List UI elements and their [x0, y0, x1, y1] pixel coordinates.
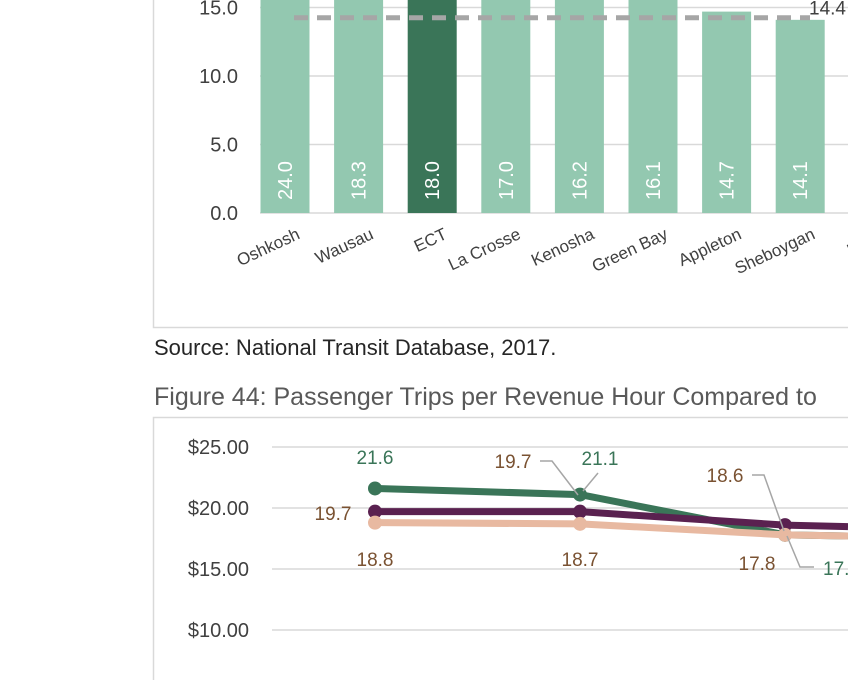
- leader-line: [752, 474, 785, 532]
- series-point: [778, 518, 792, 533]
- bar-value-label: 16.1: [643, 161, 665, 200]
- bar-value-label: 14.7: [717, 161, 739, 200]
- reference-line-label: 14.4: [809, 0, 846, 20]
- series-point: [368, 515, 382, 530]
- line-y-tick-label: $10.00: [188, 620, 249, 642]
- data-label: 19.7: [315, 504, 352, 525]
- bar-category-label: Wausau: [312, 224, 376, 267]
- line-y-tick-label: $25.00: [188, 437, 249, 459]
- bar-category-label: Green Bay: [589, 224, 671, 276]
- bar-category-label: La Crosse: [445, 224, 523, 274]
- series-point: [778, 527, 792, 542]
- bar: [628, 0, 678, 213]
- bar: [775, 19, 825, 213]
- data-label: 18.7: [562, 550, 599, 571]
- bar: [260, 0, 310, 213]
- bar-chart-frame: [152, 0, 848, 329]
- bar-value-label: 18.0: [422, 161, 444, 200]
- series-point: [573, 504, 587, 519]
- bar-value-label: 17.0: [496, 161, 518, 200]
- bar-value-label: 24.0: [275, 161, 297, 200]
- series-line: [375, 508, 848, 531]
- leader-line: [582, 472, 599, 492]
- series-line: [374, 519, 848, 540]
- bar-y-tick-label: 10.0: [199, 66, 238, 88]
- leader-line: [540, 460, 579, 496]
- line-y-tick-label: $15.00: [188, 559, 249, 581]
- bar-y-tick-label: 0.0: [210, 203, 238, 225]
- bar-category-label: Puebl: [844, 224, 848, 260]
- bar: [481, 0, 531, 213]
- data-label: 17.8: [739, 554, 776, 575]
- bar: [554, 0, 604, 213]
- series-point: [368, 504, 382, 519]
- bar-value-label: 14.1: [790, 161, 812, 200]
- leader-line: [786, 535, 814, 568]
- bar-y-tick-label: 5.0: [210, 135, 238, 157]
- data-label: 19.7: [495, 452, 532, 473]
- series-point: [368, 481, 382, 496]
- data-label: 17.8: [823, 559, 848, 580]
- data-label: 21.6: [357, 448, 394, 469]
- line-chart-frame: [152, 416, 848, 680]
- bar-category-label: Kenosha: [528, 224, 597, 270]
- bar-value-label: 18.3: [349, 161, 371, 200]
- data-label: 18.8: [357, 550, 394, 571]
- bar-category-label: Sheboygan: [732, 224, 818, 278]
- bar-chart: 0.0 5.0 10.0 15.0 24.0 18.3 18.0 17.0 16.2 16.1 1…: [152, 0, 848, 329]
- line-y-tick-label: $20.00: [188, 498, 249, 520]
- bar: [702, 11, 752, 213]
- series-point: [573, 516, 587, 531]
- bar-y-tick-label: 15.0: [199, 0, 238, 20]
- bar: [407, 0, 457, 213]
- bar-category-label: Oshkosh: [234, 224, 303, 270]
- bar: [334, 0, 384, 213]
- data-label: 18.6: [707, 466, 744, 487]
- bar-value-label: 16.2: [569, 161, 591, 200]
- data-label: 21.1: [582, 449, 619, 470]
- source-note: Source: National Transit Database, 2017.: [154, 335, 556, 360]
- bar-category-label: ECT: [411, 224, 450, 256]
- figure-title: Figure 44: Passenger Trips per Revenue H…: [154, 383, 817, 411]
- line-chart: $25.00 $20.00 $15.00 $10.00 21.6 21.1 17.8 19.…: [152, 416, 848, 680]
